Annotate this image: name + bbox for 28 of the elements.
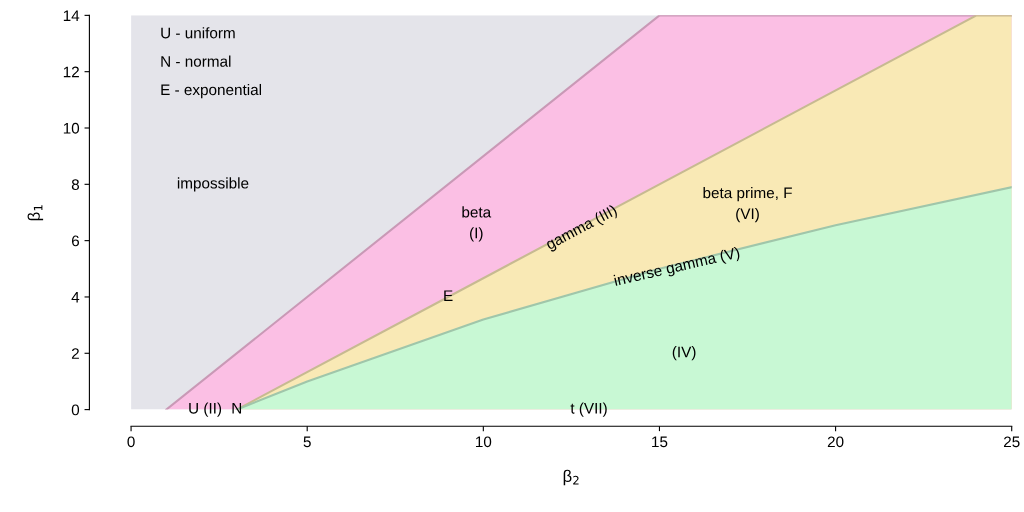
- x-tick-label: 25: [1003, 436, 1020, 448]
- annotation: inverse gamma (V): [613, 246, 741, 289]
- annotation: (IV): [672, 346, 696, 361]
- x-tick-label: 15: [652, 436, 668, 448]
- annotation: N: [232, 403, 242, 414]
- x-axis-title: β$_{2}$: [563, 469, 579, 486]
- annotation: E: [444, 290, 453, 301]
- x-tick-label: 0: [127, 436, 135, 448]
- y-tick-label: 2: [71, 348, 79, 359]
- x-tick-label: 20: [827, 436, 844, 448]
- y-tick-label: 6: [71, 235, 80, 247]
- x-tick-label: 5: [303, 436, 311, 448]
- annotation: U (II): [189, 402, 222, 417]
- y-tick-label: 8: [71, 179, 80, 191]
- annotation: beta (I): [462, 206, 492, 242]
- x-tick-label: 10: [476, 436, 492, 448]
- annotation: N - normal: [161, 55, 231, 67]
- y-tick-label: 14: [63, 10, 80, 21]
- y-tick-label: 10: [63, 122, 80, 134]
- y-tick-label: 4: [71, 291, 80, 303]
- y-tick-label: 12: [63, 66, 79, 78]
- y-tick-label: 0: [71, 404, 80, 416]
- annotation: t (VII): [570, 402, 607, 417]
- annotation: impossible: [177, 177, 249, 192]
- annotation: U - uniform: [161, 27, 235, 39]
- annotation: E - exponential: [161, 83, 262, 99]
- y-axis-title: β$_{1}$: [27, 205, 44, 221]
- annotation: beta prime, F (VI): [703, 187, 792, 223]
